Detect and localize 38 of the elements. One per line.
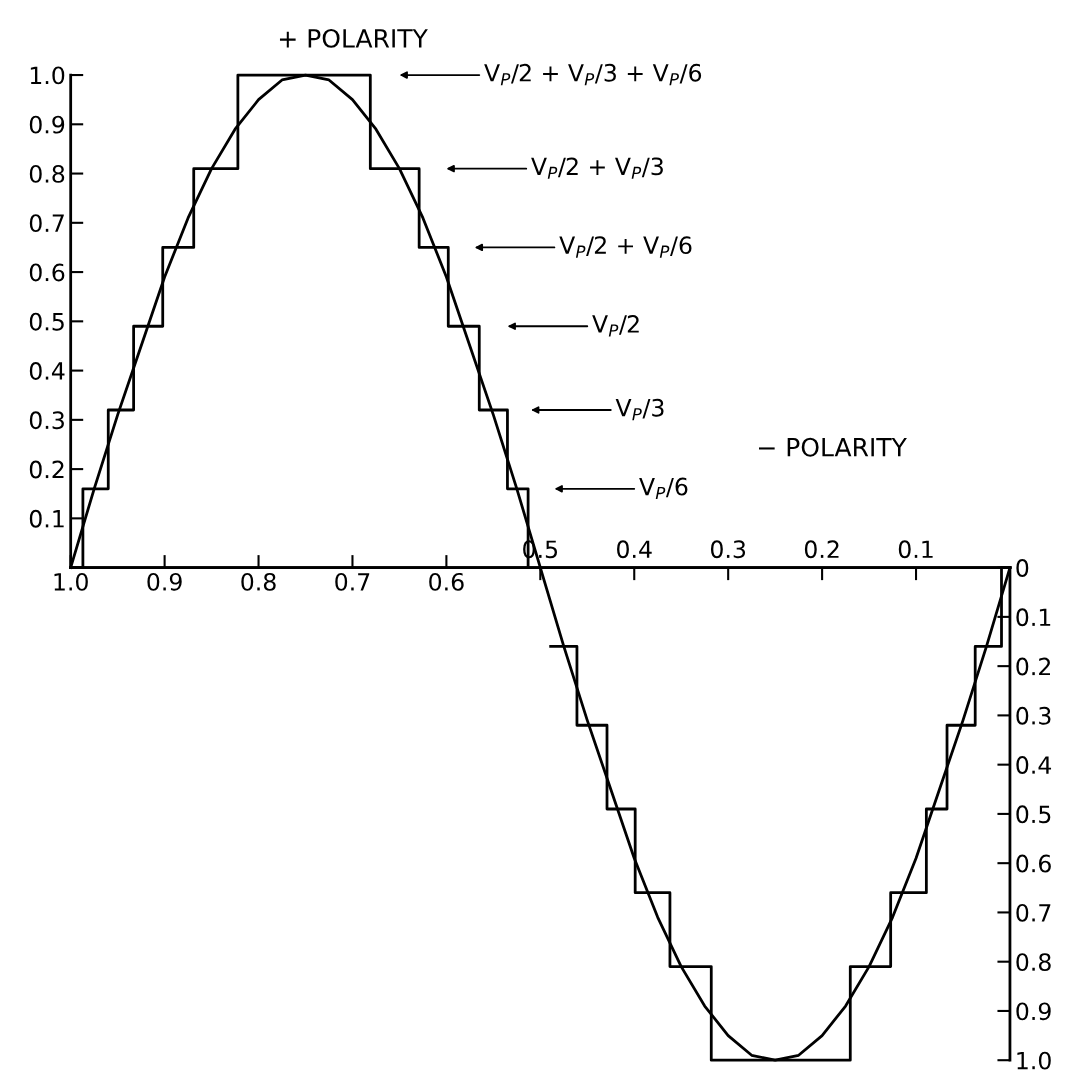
x-tick-label: 0.2 bbox=[804, 540, 839, 559]
x-tick-label: 1.0 bbox=[54, 572, 88, 591]
y-tick-label: 1.0 bbox=[30, 66, 65, 85]
x-tick-label: 0.3 bbox=[710, 540, 746, 559]
y-axis-title: − POLARITY bbox=[759, 437, 907, 457]
x-tick-label: 0.8 bbox=[241, 572, 276, 591]
x-tick-label: 0.9 bbox=[147, 572, 182, 591]
x-tick-label: 0.1 bbox=[898, 540, 933, 559]
y-tick-label: 0.3 bbox=[1016, 706, 1051, 725]
y-tick-label: 0.5 bbox=[1016, 805, 1051, 824]
y-tick-label: 0.8 bbox=[29, 165, 65, 183]
y-tick-label: 0.9 bbox=[1016, 1002, 1051, 1021]
y-tick-label: 0.1 bbox=[29, 509, 64, 528]
annotation: V$_{P}$/2 + V$_{P}$/3 + V$_{P}$/6 bbox=[484, 63, 702, 86]
y-tick-label: 0.8 bbox=[1016, 953, 1051, 971]
x-tick-label: 0.7 bbox=[335, 572, 370, 591]
y-axis-title: + POLARITY bbox=[279, 28, 428, 48]
y-tick-label: 0.4 bbox=[29, 362, 65, 380]
annotation: V$_{P}$/2 + V$_{P}$/6 bbox=[559, 236, 692, 258]
x-tick-label: 0.6 bbox=[429, 572, 464, 591]
y-tick-label: 0.3 bbox=[29, 411, 64, 430]
annotation: V$_{P}$/2 + V$_{P}$/3 bbox=[531, 157, 663, 179]
y-tick-label: 0.5 bbox=[29, 312, 64, 331]
y-tick-label: 0.7 bbox=[29, 214, 64, 233]
y-tick-label: 0.6 bbox=[29, 263, 65, 282]
annotation: V$_{P}$/3 bbox=[615, 398, 664, 421]
x-tick-label: 0.4 bbox=[617, 540, 652, 559]
annotation: V$_{P}$/6 bbox=[639, 477, 688, 500]
y-tick-label: 1.0 bbox=[1017, 1051, 1051, 1070]
y-tick-label: 0.1 bbox=[1016, 608, 1051, 627]
y-tick-label: 0.4 bbox=[1016, 756, 1052, 774]
y-tick-label: 0.2 bbox=[1016, 657, 1050, 676]
y-tick-label: 0.6 bbox=[1016, 854, 1051, 873]
annotation: V$_{P}$/2 bbox=[592, 315, 639, 337]
y-tick-label: 0.9 bbox=[29, 115, 65, 134]
y-tick-label: 0.2 bbox=[29, 460, 64, 479]
y-tick-label: 0 bbox=[1016, 559, 1029, 577]
y-tick-label: 0.7 bbox=[1016, 903, 1051, 922]
